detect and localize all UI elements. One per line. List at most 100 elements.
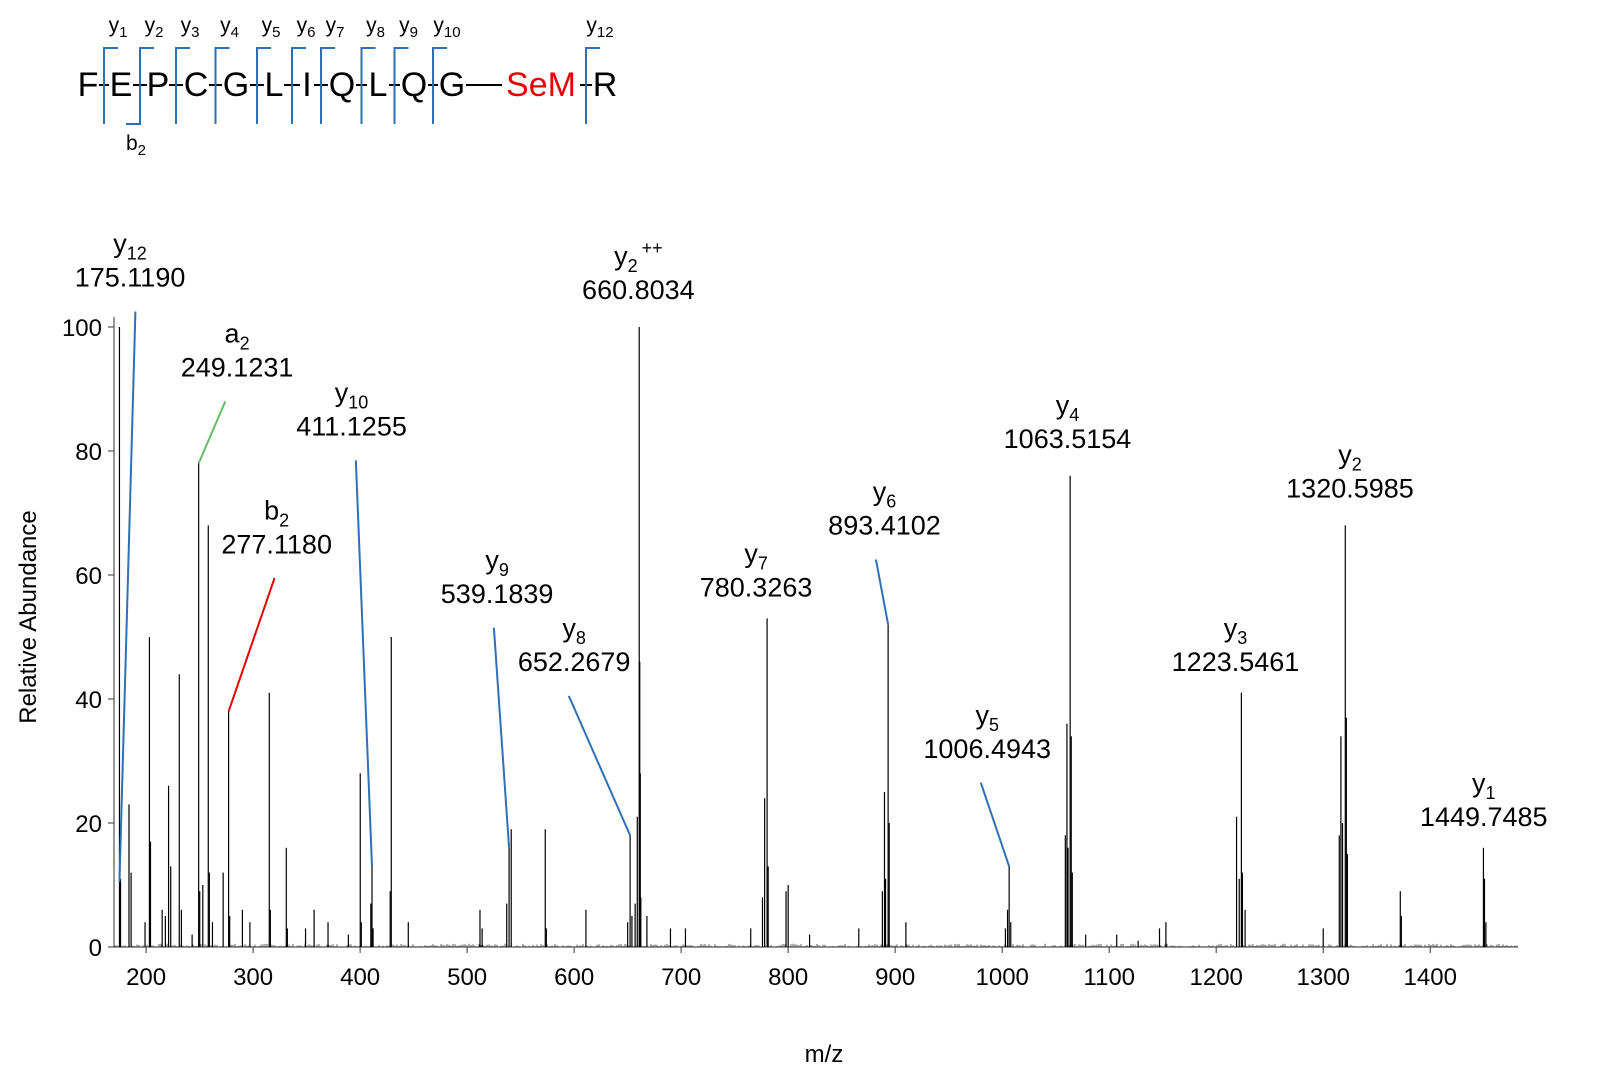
y-ion-site-label: y7	[326, 14, 345, 41]
ion-letter: y	[433, 14, 444, 37]
x-tick-label: 1100	[1083, 964, 1135, 991]
peptide-residue: G	[223, 66, 249, 104]
ion-letter: y	[109, 14, 120, 37]
y-ion-bracket	[393, 47, 409, 124]
ion-subscript: 5	[272, 24, 280, 41]
x-tick-label: 300	[233, 964, 273, 991]
ion-mz-label: 1063.5154	[1004, 424, 1132, 454]
peptide-residue: G	[439, 66, 465, 104]
y-tick-label: 40	[75, 687, 102, 714]
peptide-residue: F	[78, 66, 99, 104]
y-tick-label: 20	[75, 811, 102, 838]
ion-subscript: 1	[1485, 783, 1495, 803]
ion-label: y12	[113, 229, 147, 264]
ion-subscript: 7	[336, 24, 344, 41]
x-tick-label: 1000	[976, 964, 1029, 991]
ion-letter: y	[145, 14, 156, 37]
ion-subscript: 2	[279, 510, 289, 530]
annotation-leader-line	[197, 401, 227, 464]
ion-mz-label: 660.8034	[582, 275, 695, 305]
ion-subscript: 4	[1069, 405, 1079, 425]
y-ion-bracket	[291, 47, 306, 124]
ion-letter: y	[220, 14, 231, 37]
ion-mz-label: 411.1255	[296, 412, 407, 442]
y-ion-site-label: y6	[297, 14, 316, 41]
ion-mz-label: 277.1180	[221, 529, 332, 559]
ion-mz-label: 1223.5461	[1172, 647, 1300, 677]
ion-letter: y	[744, 539, 758, 569]
ion-letter: a	[225, 319, 241, 349]
annotation-leader-line	[227, 577, 276, 712]
ion-subscript: 10	[348, 393, 368, 413]
y-ion-bracket	[256, 47, 271, 124]
ion-label: b2	[264, 495, 289, 530]
y-axis-label: Relative Abundance	[15, 510, 42, 724]
ion-subscript: 3	[1237, 628, 1247, 648]
peptide-fragmentation-map: F E P C G L I Q L Q G SeM Ry1 y2 y3 y4 y5 y6 y7 y8 y9 y10 y12b…	[78, 14, 618, 159]
x-tick-label: 1400	[1404, 964, 1457, 991]
y-tick-label: 0	[89, 935, 102, 962]
b-ion-site-label: b2	[126, 132, 146, 159]
ion-letter: y	[1338, 440, 1352, 470]
ion-letter: y	[614, 241, 628, 271]
peptide-residue: Q	[401, 66, 427, 104]
spectrum-peaks	[114, 327, 1518, 947]
ion-mz-label: 780.3263	[700, 573, 813, 603]
x-tick-label: 900	[875, 964, 915, 991]
x-tick-label: 500	[447, 964, 487, 991]
ion-subscript: 1	[119, 24, 127, 41]
ion-label: y9	[485, 545, 509, 580]
ion-letter: y	[562, 613, 576, 643]
ion-subscript: 12	[597, 24, 614, 41]
peptide-residue: E	[110, 66, 133, 104]
y-tick-label: 80	[75, 439, 102, 466]
ion-letter: y	[399, 14, 410, 37]
peptide-residue: L	[369, 66, 388, 104]
y-ion-site-label: y12	[586, 14, 613, 41]
ion-label: a2	[225, 319, 250, 354]
annotation-leader-line	[118, 311, 137, 882]
ion-mz-label: 652.2679	[518, 647, 631, 677]
y-ion-site-label: y4	[220, 14, 239, 41]
y-ion-bracket	[214, 47, 230, 124]
ion-letter: b	[264, 495, 279, 525]
ion-superscript: ++	[642, 238, 663, 258]
ion-mz-label: 1320.5985	[1286, 474, 1414, 504]
y-ion-site-label: y9	[399, 14, 418, 41]
y-ion-bracket	[585, 47, 600, 124]
y-ion-site-label: y1	[109, 14, 128, 41]
ion-label: y7	[744, 539, 768, 574]
ion-mz-label: 175.1190	[75, 263, 186, 293]
annotation-leader-line	[354, 460, 374, 867]
ion-letter: y	[1224, 613, 1238, 643]
y-ion-bracket	[432, 47, 447, 124]
x-tick-label: 400	[340, 964, 380, 991]
ion-subscript: 3	[191, 24, 199, 41]
ion-mz-label: 1449.7485	[1420, 802, 1548, 832]
x-tick-label: 700	[661, 964, 701, 991]
y-ion-site-label: y2	[145, 14, 164, 41]
y-ion-site-label: y8	[366, 14, 385, 41]
peptide-residue: C	[184, 66, 209, 104]
ion-subscript: 9	[499, 560, 509, 580]
peptide-residue: SeM	[506, 66, 576, 104]
x-tick-label: 1200	[1190, 964, 1243, 991]
peptide-residue: I	[302, 66, 311, 104]
baseline-noise	[114, 943, 1518, 947]
ion-letter: y	[1056, 390, 1070, 420]
ion-subscript: 8	[576, 628, 586, 648]
ion-label: y8	[562, 613, 586, 648]
ion-subscript: 12	[127, 244, 147, 264]
peak-annotations: y12175.1190a2249.1231y10411.1255b2277.11…	[75, 229, 1548, 882]
peptide-residue: Q	[329, 66, 355, 104]
ion-letter: y	[297, 14, 308, 37]
ion-subscript: 2	[155, 24, 163, 41]
ion-label: y2++	[614, 238, 663, 276]
peptide-residue: L	[265, 66, 284, 104]
ion-subscript: 6	[886, 492, 896, 512]
ion-letter: y	[335, 378, 349, 408]
annotation-leader-line	[874, 559, 890, 625]
peptide-residue: P	[147, 66, 170, 104]
